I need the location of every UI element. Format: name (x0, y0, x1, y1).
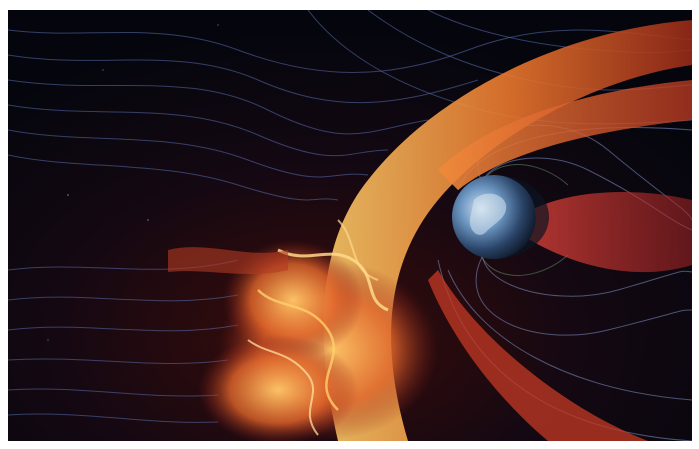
magnetotail-lower (428, 270, 648, 441)
solar-wind-streak (168, 247, 288, 275)
planet (452, 175, 549, 259)
stars (47, 24, 219, 341)
image-frame (8, 10, 692, 441)
radiation-belt (508, 192, 692, 273)
magnetotail-upper (438, 80, 692, 190)
magnetosphere-illustration (8, 10, 692, 441)
plasma-turbulence (198, 219, 438, 441)
